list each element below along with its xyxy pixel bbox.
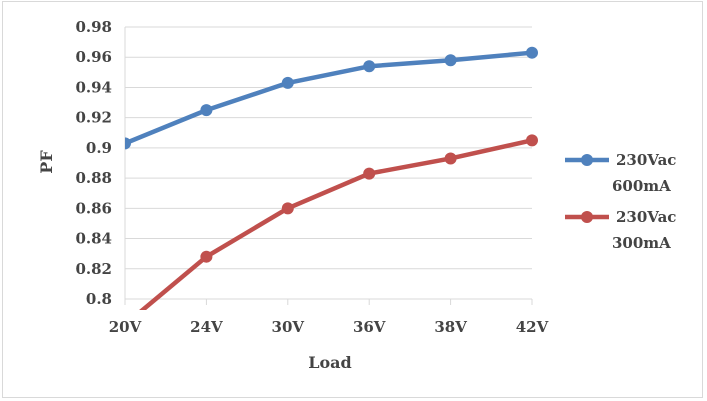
y-axis-title: PF: [37, 150, 56, 174]
x-axis-title: Load: [308, 353, 351, 372]
y-tick-label: 0.86: [75, 199, 112, 217]
data-point: [200, 104, 213, 117]
x-tick-label: 42V: [516, 318, 549, 336]
legend-label: 600mA: [612, 177, 671, 195]
x-tick-label: 38V: [434, 318, 467, 336]
data-point: [363, 60, 376, 73]
x-tick-label: 30V: [272, 318, 305, 336]
series-line-1: [139, 138, 535, 310]
y-tick-label: 0.84: [75, 230, 112, 248]
x-tick-label: 20V: [109, 318, 142, 336]
y-tick-label: 0.94: [75, 78, 112, 96]
legend-label: 300mA: [612, 234, 671, 252]
data-point: [281, 202, 294, 215]
data-point: [444, 54, 457, 67]
series-line-0: [125, 50, 535, 146]
data-point: [200, 250, 213, 263]
data-point: [281, 76, 294, 89]
legend-swatch-marker: [581, 211, 593, 223]
legend-swatch-marker: [581, 154, 593, 166]
y-tick-label: 0.92: [75, 109, 112, 127]
y-tick-label: 0.82: [75, 260, 112, 278]
data-point: [125, 137, 131, 150]
data-point: [526, 46, 538, 59]
x-tick-label: 24V: [190, 318, 223, 336]
data-point: [444, 152, 457, 165]
y-tick-label: 0.8: [86, 290, 112, 308]
y-tick-label: 0.98: [75, 18, 112, 36]
y-tick-label: 0.96: [75, 48, 112, 66]
y-tick-label: 0.88: [75, 169, 112, 187]
x-tick-label: 36V: [353, 318, 386, 336]
legend-label: 230Vac: [616, 151, 676, 169]
legend-label: 230Vac: [616, 208, 676, 226]
data-point: [526, 134, 538, 147]
data-point: [363, 167, 376, 180]
y-tick-label: 0.9: [86, 139, 112, 157]
